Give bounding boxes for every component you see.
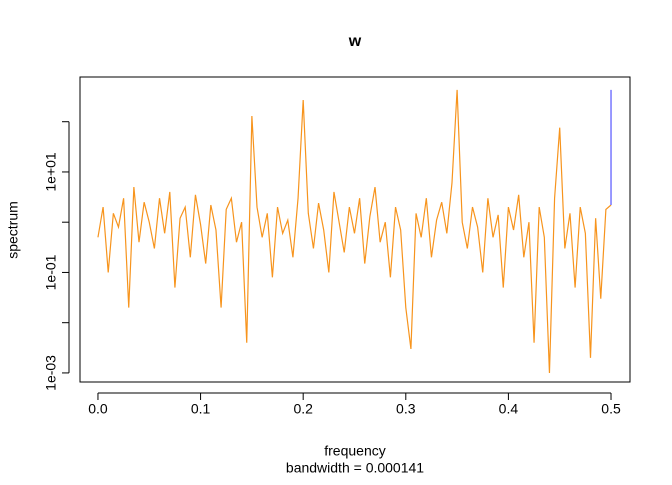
subtitle: bandwidth = 0.000141	[286, 460, 424, 476]
x-tick-label: 0.5	[601, 401, 621, 417]
y-tick-label: 1e-03	[43, 355, 59, 391]
spectrum-line	[97, 89, 612, 373]
x-tick-label: 0.2	[293, 401, 313, 417]
x-tick-label: 0.3	[396, 401, 416, 417]
y-tick-label: 1e-01	[43, 254, 59, 290]
y-tick-label: 1e+01	[43, 152, 59, 192]
plot-box	[79, 76, 631, 383]
y-axis-label: spectrum	[5, 201, 21, 259]
x-tick-label: 0.4	[499, 401, 519, 417]
x-tick-label: 0.1	[191, 401, 211, 417]
x-tick-label: 0.0	[88, 401, 108, 417]
chart-title: w	[348, 33, 362, 50]
x-axis-label: frequency	[324, 443, 385, 459]
